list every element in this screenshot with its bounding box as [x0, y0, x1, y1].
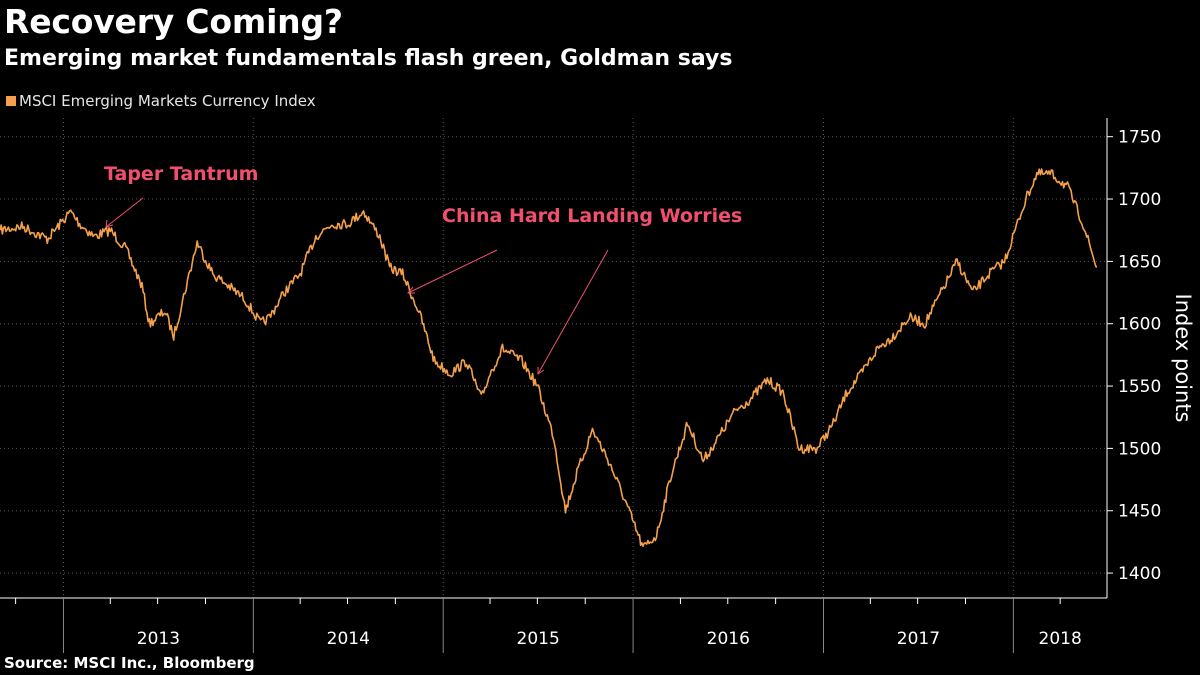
x-tick-label: 2016 [707, 629, 750, 649]
annotation-arrow-china-2 [537, 249, 609, 375]
y-tick-label: 1650 [1118, 252, 1161, 272]
chart-title: Recovery Coming? [4, 2, 343, 41]
series-line [0, 168, 1098, 547]
x-tick-label: 2015 [517, 629, 560, 649]
gridlines [0, 118, 1107, 598]
x-axis-ticks: 2013 2014 2015 2016 2017 2018 [15, 598, 1082, 653]
source-note: Source: MSCI Inc., Bloomberg [4, 654, 255, 672]
y-tick-label: 1750 [1118, 128, 1161, 148]
axes [0, 118, 1108, 599]
legend-swatch [6, 96, 16, 106]
y-tick-label: 1400 [1118, 564, 1161, 584]
y-axis-ticks: 1400 1450 1500 1550 1600 1650 1700 1750 [1107, 128, 1161, 584]
legend: MSCI Emerging Markets Currency Index [6, 92, 316, 110]
y-tick-label: 1700 [1118, 190, 1161, 210]
x-tick-label: 2018 [1039, 629, 1082, 649]
annotation-arrowhead-china-1 [406, 286, 415, 294]
annotation-arrowhead-china-2 [537, 367, 545, 375]
legend-label: MSCI Emerging Markets Currency Index [19, 92, 316, 110]
y-axis-label: Index points [1171, 294, 1195, 423]
x-tick-label: 2017 [897, 629, 940, 649]
annotation-taper-tantrum: Taper Tantrum [104, 163, 258, 185]
annotation-arrow-taper [105, 197, 144, 228]
annotation-arrow-china-1 [407, 249, 498, 294]
annotations: Taper Tantrum China Hard Landing Worries [104, 163, 742, 375]
y-tick-label: 1600 [1118, 315, 1161, 335]
x-tick-label: 2014 [327, 629, 370, 649]
chart-subtitle: Emerging market fundamentals flash green… [4, 46, 733, 71]
x-tick-label: 2013 [137, 629, 180, 649]
annotation-china-hard-landing: China Hard Landing Worries [442, 205, 742, 227]
y-tick-label: 1550 [1118, 377, 1161, 397]
y-tick-label: 1450 [1118, 502, 1161, 522]
y-tick-label: 1500 [1118, 439, 1161, 459]
annotation-arrowhead-taper [105, 219, 114, 228]
